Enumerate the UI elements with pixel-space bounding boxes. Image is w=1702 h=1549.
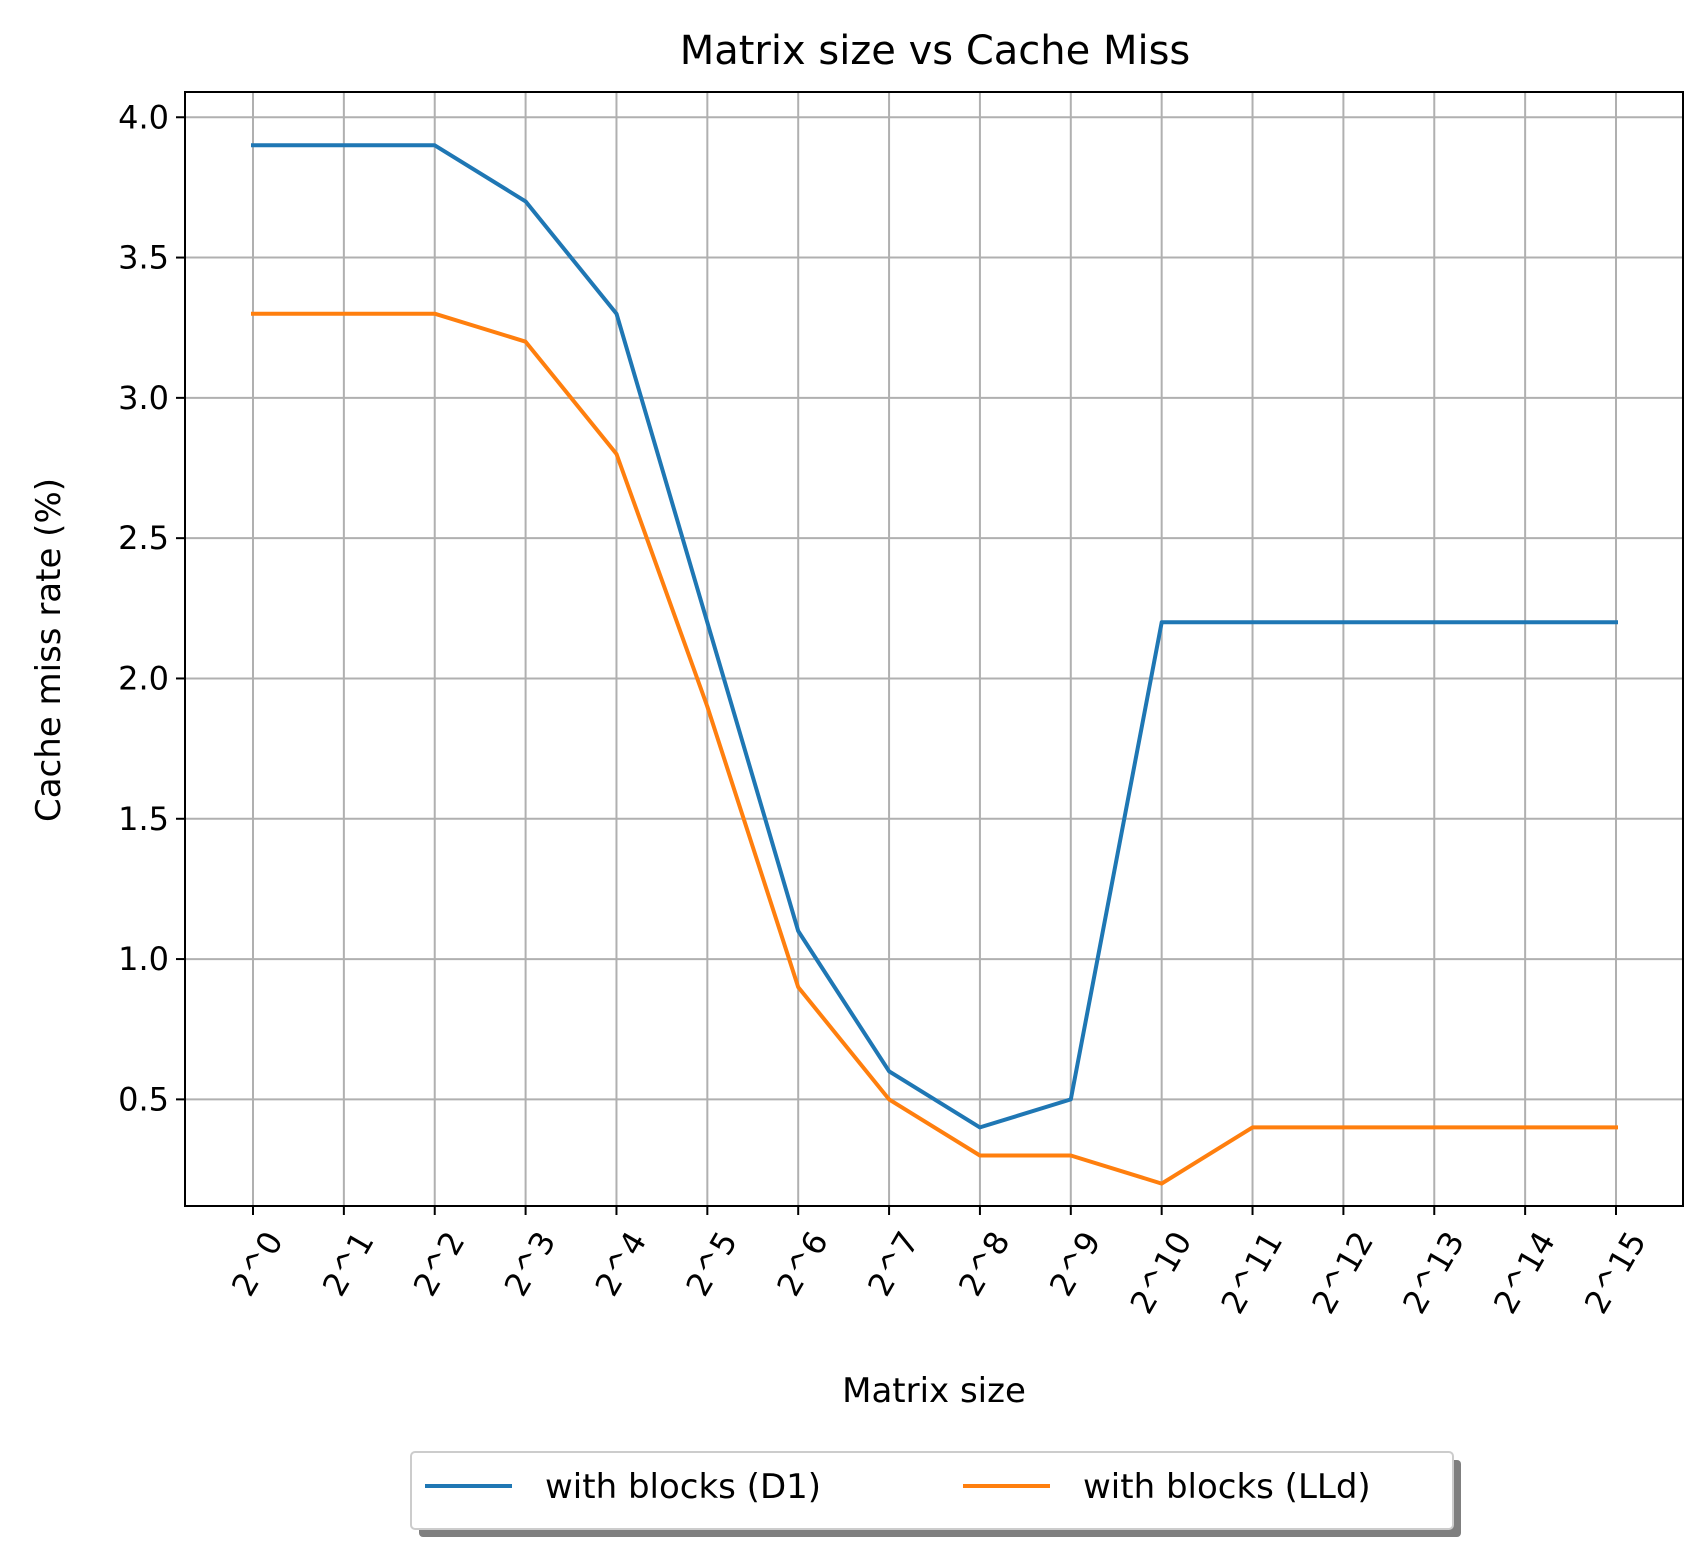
y-tick-label: 3.5 <box>118 239 169 277</box>
chart-title: Matrix size vs Cache Miss <box>680 28 1191 74</box>
series-line-d1 <box>251 143 1618 1130</box>
plot-area-frame <box>184 91 1684 1207</box>
y-tick-label: 1.0 <box>118 940 169 978</box>
series-line-lld <box>251 311 1618 1186</box>
y-tick-label: 3.0 <box>118 379 169 417</box>
legend-box <box>410 1451 1454 1530</box>
grid-lines <box>185 92 1683 1206</box>
x-axis-label: Matrix size <box>842 1371 1026 1411</box>
series-lines <box>251 143 1618 1186</box>
y-tick-label: 2.0 <box>118 659 169 697</box>
y-tick-label: 1.5 <box>118 800 169 838</box>
y-tick-label: 0.5 <box>118 1080 169 1118</box>
legend-label-d1: with blocks (D1) <box>545 1467 821 1507</box>
y-axis-label: Cache miss rate (%) <box>29 478 69 822</box>
legend: with blocks (D1) with blocks (LLd) <box>410 1451 1461 1537</box>
legend-label-lld: with blocks (LLd) <box>1083 1467 1371 1507</box>
y-tick-label: 2.5 <box>118 519 169 557</box>
y-tick-label: 4.0 <box>118 98 169 136</box>
